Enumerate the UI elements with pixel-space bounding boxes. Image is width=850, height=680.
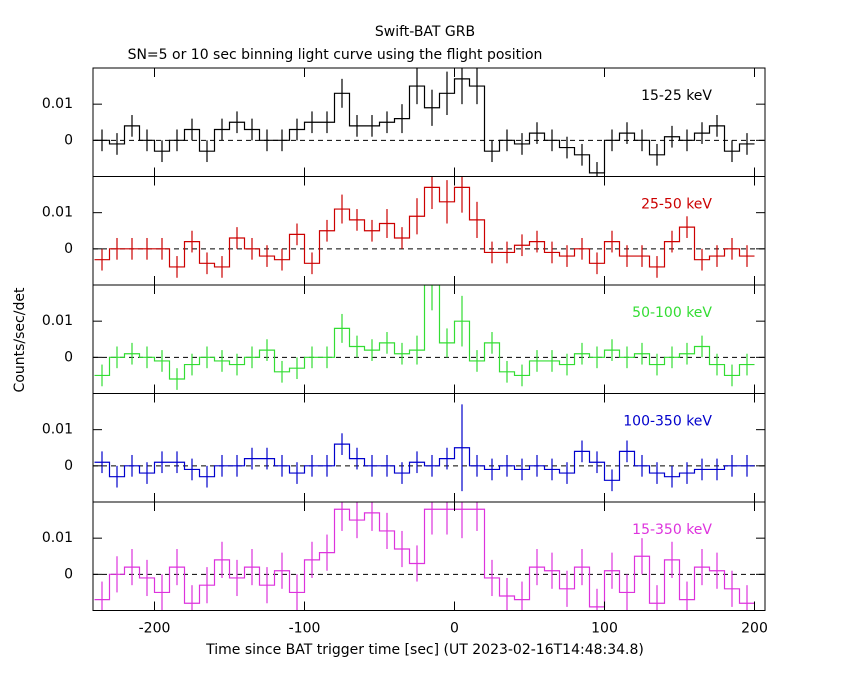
- panel: [93, 176, 765, 278]
- y-tick-label: 0.01: [42, 313, 73, 329]
- y-tick-label: 0.01: [42, 205, 73, 221]
- panel: [93, 404, 765, 492]
- x-tick-label: 200: [741, 621, 768, 637]
- y-tick-label: 0: [64, 458, 73, 474]
- y-axis-label: Counts/sec/det: [12, 287, 28, 392]
- panel-frame: [92, 393, 766, 503]
- light-curve: [94, 443, 755, 481]
- legend-label: 15-25 keV: [641, 88, 712, 104]
- y-tick-label: 0: [64, 241, 73, 257]
- light-curve: [94, 285, 755, 380]
- x-tick-label: 100: [591, 621, 618, 637]
- panel-frame: [92, 284, 766, 394]
- x-tick-label: 0: [450, 621, 459, 637]
- x-axis-label: Time since BAT trigger time [sec] (UT 20…: [205, 642, 644, 658]
- chart-title: Swift-BAT GRB: [375, 24, 475, 40]
- panel-frame: [92, 176, 766, 286]
- light-curve: [94, 186, 755, 268]
- light-curve: [94, 508, 755, 608]
- panel: [93, 285, 765, 390]
- legend-label: 100-350 keV: [623, 414, 712, 430]
- legend-label: 15-350 keV: [632, 522, 712, 538]
- y-tick-label: 0: [64, 566, 73, 582]
- panel: [93, 502, 765, 611]
- y-tick-label: 0.01: [42, 422, 73, 438]
- panel-frame: [92, 501, 766, 611]
- panel: [93, 68, 765, 177]
- legend-label: 50-100 keV: [632, 305, 712, 321]
- light-curve: [94, 78, 755, 174]
- x-tick-label: -200: [139, 621, 171, 637]
- y-tick-label: 0.01: [42, 96, 73, 112]
- x-tick-label: -100: [289, 621, 321, 637]
- y-tick-label: 0: [64, 132, 73, 148]
- y-tick-label: 0: [64, 349, 73, 365]
- panel-frame: [92, 67, 766, 177]
- y-tick-label: 0.01: [42, 530, 73, 546]
- legend-label: 25-50 keV: [641, 197, 712, 213]
- chart-subtitle: SN=5 or 10 sec binning light curve using…: [128, 47, 543, 63]
